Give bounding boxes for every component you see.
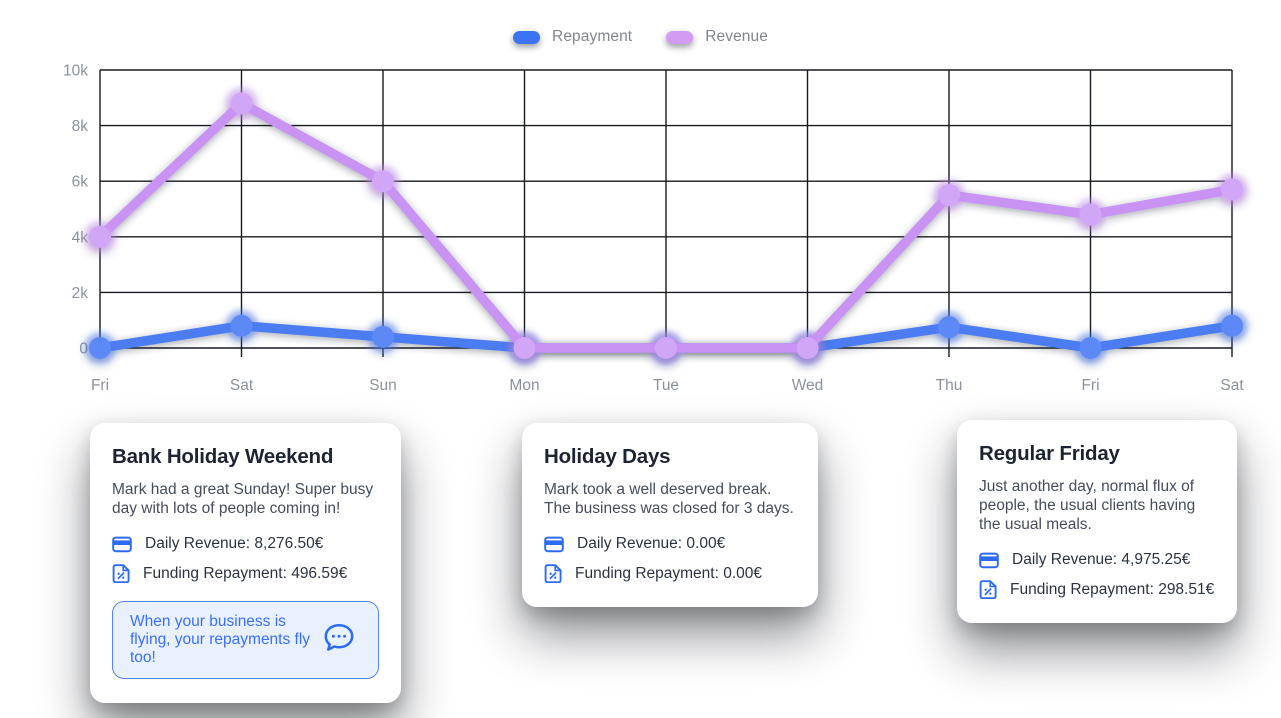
- y-axis-label: 8k: [72, 118, 89, 135]
- card-bank-holiday-weekend: Bank Holiday Weekend Mark had a great Su…: [90, 423, 401, 703]
- x-axis-label: Fri: [1081, 377, 1099, 394]
- revenue-repayment-line-chart: 0 2k 4k 6k 8k 10k Fri Sat Sun Mon Tue Wed Thu Fri Sat: [63, 63, 1248, 395]
- revenue-point-0[interactable]: [89, 225, 111, 248]
- repayment-point-8[interactable]: [1221, 314, 1243, 337]
- repayment-point-7[interactable]: [1079, 337, 1102, 359]
- x-axis-label: Wed: [792, 377, 824, 394]
- card-stats: Daily Revenue: 4,975.25€ Funding Repayme…: [979, 551, 1215, 599]
- invoice-percent-icon: [979, 580, 997, 599]
- daily-revenue-value: Daily Revenue: 0.00€: [577, 535, 726, 552]
- legend-label-repayment: Repayment: [552, 28, 633, 45]
- y-axis-label: 2k: [72, 285, 89, 302]
- card-holiday-days: Holiday Days Mark took a well deserved b…: [522, 423, 818, 607]
- x-axis-label: Mon: [509, 377, 539, 394]
- daily-revenue-row: Daily Revenue: 8,276.50€: [112, 535, 379, 553]
- axis-tick-labels: 0 2k 4k 6k 8k 10k Fri Sat Sun Mon Tue Wed Thu Fri Sat: [63, 63, 1244, 395]
- legend-item-revenue[interactable]: Revenue: [666, 28, 768, 46]
- tip-text: When your business is flying, your repay…: [130, 613, 311, 666]
- card-title: Regular Friday: [979, 442, 1120, 465]
- funding-repayment-value: Funding Repayment: 298.51€: [1010, 580, 1215, 598]
- repayment-point-1[interactable]: [230, 314, 253, 337]
- card-description: Mark took a well deserved break. The bus…: [544, 481, 794, 517]
- card-description: Mark had a great Sunday! Super busy day …: [112, 481, 374, 517]
- card-regular-friday: Regular Friday Just another day, normal …: [957, 420, 1237, 623]
- repayment-swatch-icon: [513, 30, 541, 44]
- funding-repayment-row: Funding Repayment: 496.59€: [112, 564, 379, 583]
- daily-revenue-row: Daily Revenue: 4,975.25€: [979, 551, 1215, 569]
- repayment-point-6[interactable]: [938, 316, 960, 339]
- revenue-point-8[interactable]: [1221, 178, 1243, 201]
- invoice-percent-icon: [544, 564, 562, 583]
- y-axis-label: 0: [79, 341, 88, 358]
- card-title: Holiday Days: [544, 445, 671, 468]
- chat-bubble-icon: [322, 622, 356, 659]
- revenue-point-2[interactable]: [372, 170, 394, 193]
- revenue-point-5[interactable]: [796, 337, 819, 359]
- chart-legend: Repayment Revenue: [0, 28, 1281, 46]
- x-axis-label: Fri: [91, 377, 109, 394]
- card-stats: Daily Revenue: 8,276.50€ Funding Repayme…: [112, 535, 379, 583]
- card-stats: Daily Revenue: 0.00€ Funding Repayment: …: [544, 535, 796, 583]
- revenue-point-1[interactable]: [230, 92, 253, 115]
- y-axis-label: 4k: [72, 229, 89, 246]
- credit-card-icon: [544, 536, 564, 553]
- funding-repayment-value: Funding Repayment: 496.59€: [143, 564, 348, 582]
- x-axis-label: Tue: [653, 377, 679, 394]
- credit-card-icon: [112, 536, 132, 553]
- y-axis-label: 10k: [63, 63, 88, 80]
- funding-repayment-value: Funding Repayment: 0.00€: [575, 564, 762, 582]
- daily-revenue-row: Daily Revenue: 0.00€: [544, 535, 796, 553]
- funding-repayment-row: Funding Repayment: 0.00€: [544, 564, 796, 583]
- funding-repayment-row: Funding Repayment: 298.51€: [979, 580, 1215, 599]
- revenue-point-3[interactable]: [513, 337, 536, 359]
- x-axis-label: Thu: [936, 377, 963, 394]
- invoice-percent-icon: [112, 564, 130, 583]
- repayment-point-2[interactable]: [372, 325, 394, 348]
- repayment-point-0[interactable]: [89, 337, 111, 359]
- revenue-series: [84, 87, 1248, 364]
- legend-label-revenue: Revenue: [705, 28, 768, 45]
- card-title: Bank Holiday Weekend: [112, 445, 334, 468]
- legend-item-repayment[interactable]: Repayment: [513, 28, 632, 46]
- x-axis-label: Sun: [369, 377, 397, 394]
- credit-card-icon: [979, 552, 999, 569]
- revenue-swatch-icon: [666, 30, 694, 44]
- x-axis-label: Sat: [1220, 377, 1244, 394]
- daily-revenue-value: Daily Revenue: 8,276.50€: [145, 535, 324, 552]
- daily-revenue-value: Daily Revenue: 4,975.25€: [1012, 551, 1191, 568]
- y-axis-label: 6k: [72, 174, 89, 191]
- tip-callout: When your business is flying, your repay…: [112, 601, 379, 679]
- revenue-point-7[interactable]: [1079, 203, 1102, 226]
- x-axis-label: Sat: [230, 377, 254, 394]
- card-description: Just another day, normal flux of people,…: [979, 478, 1196, 533]
- revenue-point-6[interactable]: [938, 184, 960, 207]
- revenue-point-4[interactable]: [655, 337, 677, 359]
